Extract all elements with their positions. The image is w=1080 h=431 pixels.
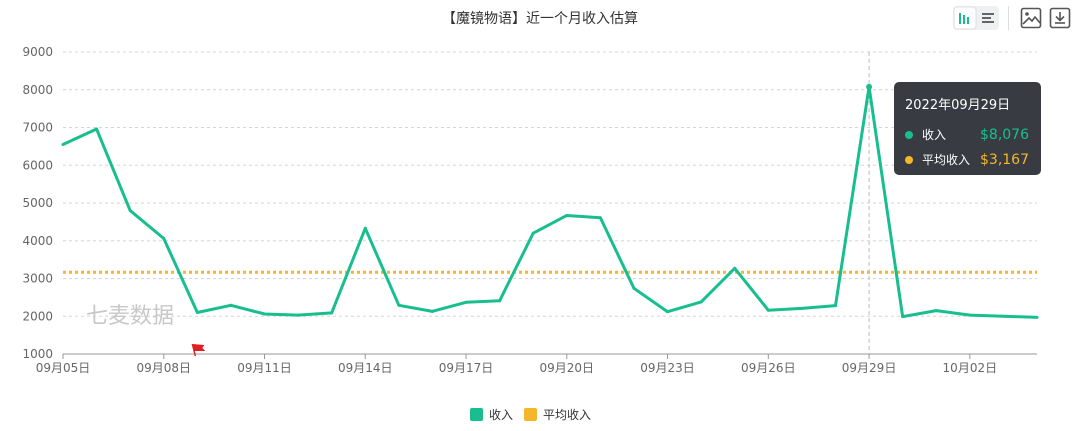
chart-view-toggle — [953, 6, 999, 30]
tooltip-date: 2022年09月29日 — [905, 98, 1011, 113]
toolbar-divider — [1008, 6, 1009, 30]
income-point[interactable] — [1001, 314, 1005, 318]
legend-swatch[interactable] — [524, 408, 537, 421]
y-tick-label: 5000 — [22, 196, 53, 210]
tooltip-label: 收入 — [922, 128, 947, 142]
watermark: 七麦数据 — [86, 304, 174, 329]
tooltip-row-income: 收入 $8,076 — [905, 122, 1029, 147]
legend-label[interactable]: 平均收入 — [543, 408, 591, 422]
x-tick-label: 09月17日 — [439, 361, 494, 375]
income-point[interactable] — [1035, 315, 1039, 319]
bar-chart-icon[interactable] — [953, 6, 999, 30]
income-point[interactable] — [464, 300, 468, 304]
income-point[interactable] — [128, 209, 132, 213]
income-point[interactable] — [833, 304, 837, 308]
tooltip-dot — [905, 155, 913, 164]
grid — [63, 51, 1037, 317]
y-tick-label: 6000 — [22, 158, 53, 172]
income-point[interactable] — [666, 310, 670, 314]
image-icon[interactable] — [1020, 6, 1042, 30]
income-point[interactable] — [934, 309, 938, 313]
legend-label[interactable]: 收入 — [489, 408, 513, 422]
x-tick-label: 09月05日 — [36, 361, 91, 375]
flag-icon[interactable] — [191, 343, 206, 357]
income-point[interactable] — [363, 226, 367, 230]
flag-pole — [191, 343, 197, 357]
income-point[interactable] — [800, 306, 804, 310]
y-tick-label: 4000 — [22, 234, 53, 248]
y-tick-label: 1000 — [22, 347, 53, 361]
income-point[interactable] — [531, 231, 535, 235]
y-tick-label: 9000 — [22, 45, 53, 59]
y-axis: 1000 2000 3000 4000 5000 6000 7000 8000 9000 — [22, 45, 53, 361]
income-point[interactable] — [632, 286, 636, 290]
x-axis: 09月05日 09月08日 09月11日 09月14日 09月17日 09月20日 09月2… — [36, 353, 1037, 375]
income-point[interactable] — [397, 303, 401, 307]
x-tick-label: 09月08日 — [136, 361, 191, 375]
income-line[interactable] — [61, 83, 1039, 319]
x-tick-label: 09月20日 — [540, 361, 595, 375]
income-point[interactable] — [195, 310, 199, 314]
tooltip-value: $3,167 — [980, 151, 1029, 168]
income-point[interactable] — [866, 83, 873, 90]
chart-title: 【魔镜物语】近一个月收入估算 — [442, 11, 638, 27]
tooltip: 2022年09月29日 收入 $8,076 平均收入 $3,167 — [894, 82, 1041, 175]
income-point[interactable] — [430, 309, 434, 313]
tooltip-row-average: 平均收入 $3,167 — [905, 147, 1029, 172]
x-tick-label: 09月23日 — [640, 361, 695, 375]
legend-swatch[interactable] — [470, 408, 483, 421]
y-tick-label: 3000 — [22, 272, 53, 286]
income-point[interactable] — [229, 303, 233, 307]
income-point[interactable] — [296, 313, 300, 317]
list-icon[interactable] — [977, 6, 999, 30]
x-tick-label: 10月02日 — [943, 361, 998, 375]
income-point[interactable] — [733, 266, 737, 270]
x-tick-label: 09月26日 — [741, 361, 796, 375]
y-tick-label: 2000 — [22, 309, 53, 323]
income-point[interactable] — [61, 142, 65, 146]
flag-cloth — [192, 344, 206, 351]
y-tick-label: 8000 — [22, 83, 53, 97]
tooltip-dot — [905, 130, 913, 139]
income-point[interactable] — [498, 299, 502, 303]
x-tick-label: 09月29日 — [842, 361, 897, 375]
income-point[interactable] — [330, 311, 334, 315]
tooltip-value: $8,076 — [980, 126, 1029, 143]
income-point[interactable] — [699, 300, 703, 304]
income-series-line — [62, 85, 1038, 319]
tooltip-label: 平均收入 — [922, 153, 971, 167]
download-icon[interactable] — [1049, 6, 1071, 30]
y-tick-label: 7000 — [22, 121, 53, 135]
income-point[interactable] — [598, 216, 602, 220]
income-point[interactable] — [95, 127, 99, 131]
income-point[interactable] — [766, 308, 770, 312]
income-point[interactable] — [901, 315, 905, 319]
income-point[interactable] — [565, 213, 569, 217]
legend: 收入 平均收入 — [470, 408, 591, 422]
x-tick-label: 09月14日 — [338, 361, 393, 375]
income-point[interactable] — [263, 312, 267, 316]
x-tick-label: 09月11日 — [237, 361, 292, 375]
income-point[interactable] — [968, 313, 972, 317]
income-point[interactable] — [162, 236, 166, 240]
